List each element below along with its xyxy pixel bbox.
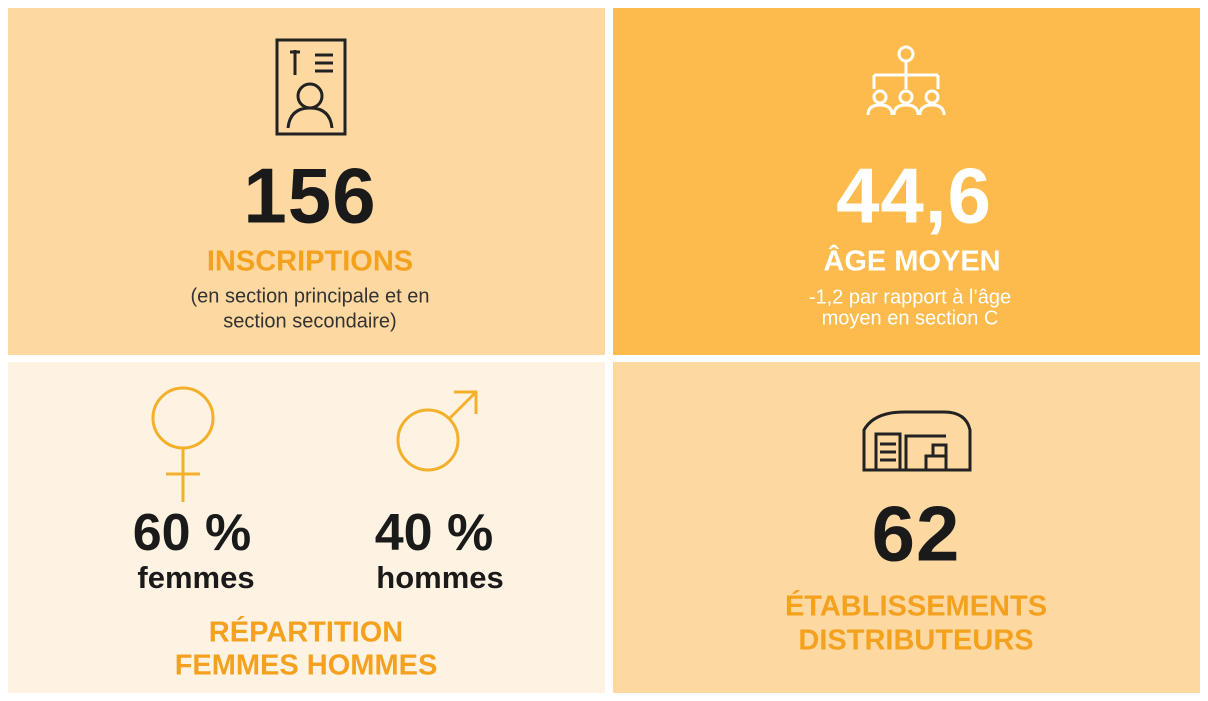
- note: section secondaire): [223, 310, 397, 333]
- label: INSCRIPTIONS: [206, 245, 414, 278]
- value: 62: [871, 489, 961, 578]
- note: (en section principale et en: [190, 285, 430, 308]
- label: FEMMES HOMMES: [174, 649, 438, 682]
- label: DISTRIBUTEURS: [798, 624, 1034, 657]
- value: 156: [243, 151, 377, 240]
- label: ÂGE MOYEN: [823, 245, 1001, 278]
- panel: [8, 362, 605, 693]
- label: ÉTABLISSEMENTS: [784, 590, 1048, 623]
- label: RÉPARTITION: [208, 616, 404, 649]
- note: -1,2 par rapport à l’âge: [808, 286, 1012, 309]
- panel: [8, 8, 605, 355]
- panel: [613, 362, 1200, 693]
- value: 40 %: [374, 504, 494, 562]
- id-card-icon: [275, 38, 347, 136]
- note: moyen en section C: [821, 307, 999, 330]
- gender-icons: [151, 386, 478, 502]
- label: femmes: [137, 560, 255, 595]
- warehouse-icon: [862, 410, 972, 472]
- value: 60 %: [132, 504, 252, 562]
- org-icon: [866, 45, 946, 116]
- value: 44,6: [836, 151, 992, 240]
- label: hommes: [376, 560, 504, 595]
